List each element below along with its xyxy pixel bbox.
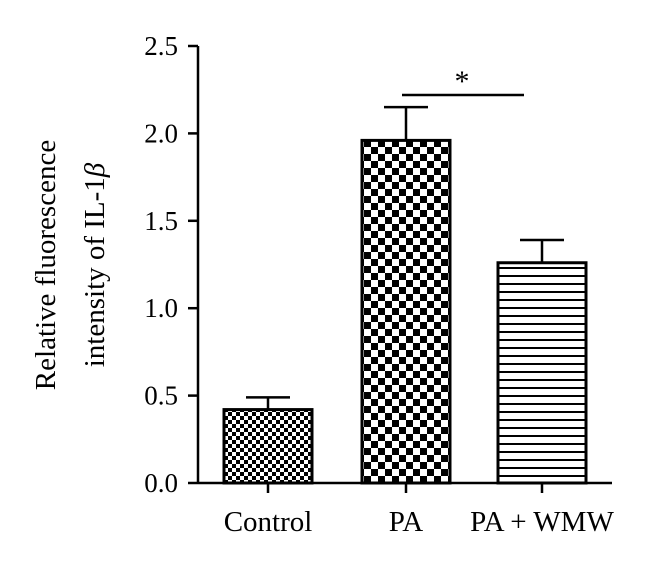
x-axis: Control PA PA + WMW — [198, 481, 614, 538]
y-tick-label: 1.0 — [144, 293, 178, 323]
y-axis: 0.0 0.5 1.0 1.5 2.0 2.5 — [144, 31, 200, 498]
y-tick-label: 2.0 — [144, 118, 178, 148]
bar-1 — [360, 138, 452, 485]
y-axis-title-line2-prefix: intensity of IL-1 — [79, 177, 111, 367]
y-tick-label: 0.5 — [144, 381, 178, 411]
y-axis-title: Relative fluorescence — [30, 140, 62, 390]
y-tick-label: 1.5 — [144, 206, 178, 236]
bar-0 — [222, 408, 314, 485]
y-tick-label: 2.5 — [144, 31, 178, 61]
beta-symbol: β — [79, 162, 111, 178]
y-tick-label: 0.0 — [144, 468, 178, 498]
bar-2 — [496, 261, 588, 485]
y-axis-title-line2: intensity of IL-1β — [79, 162, 111, 367]
x-tick-label: PA + WMW — [470, 506, 614, 538]
bars — [222, 105, 588, 485]
x-tick-label: Control — [224, 506, 313, 538]
significance-star: * — [455, 65, 470, 98]
x-tick-label: PA — [389, 506, 423, 538]
significance-annotation: * — [402, 65, 524, 98]
